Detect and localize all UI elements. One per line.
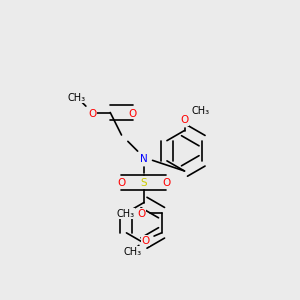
Text: O: O — [88, 109, 96, 118]
Text: CH₃: CH₃ — [68, 93, 85, 103]
Text: O: O — [180, 115, 189, 125]
Text: O: O — [162, 178, 171, 188]
Text: CH₃: CH₃ — [116, 208, 135, 219]
Text: O: O — [142, 236, 150, 246]
Text: CH₃: CH₃ — [123, 247, 141, 257]
Text: CH₃: CH₃ — [191, 106, 209, 116]
Text: O: O — [117, 178, 126, 188]
Text: O: O — [129, 109, 137, 118]
Text: S: S — [141, 178, 147, 188]
Text: N: N — [140, 154, 148, 164]
Text: O: O — [137, 208, 146, 219]
